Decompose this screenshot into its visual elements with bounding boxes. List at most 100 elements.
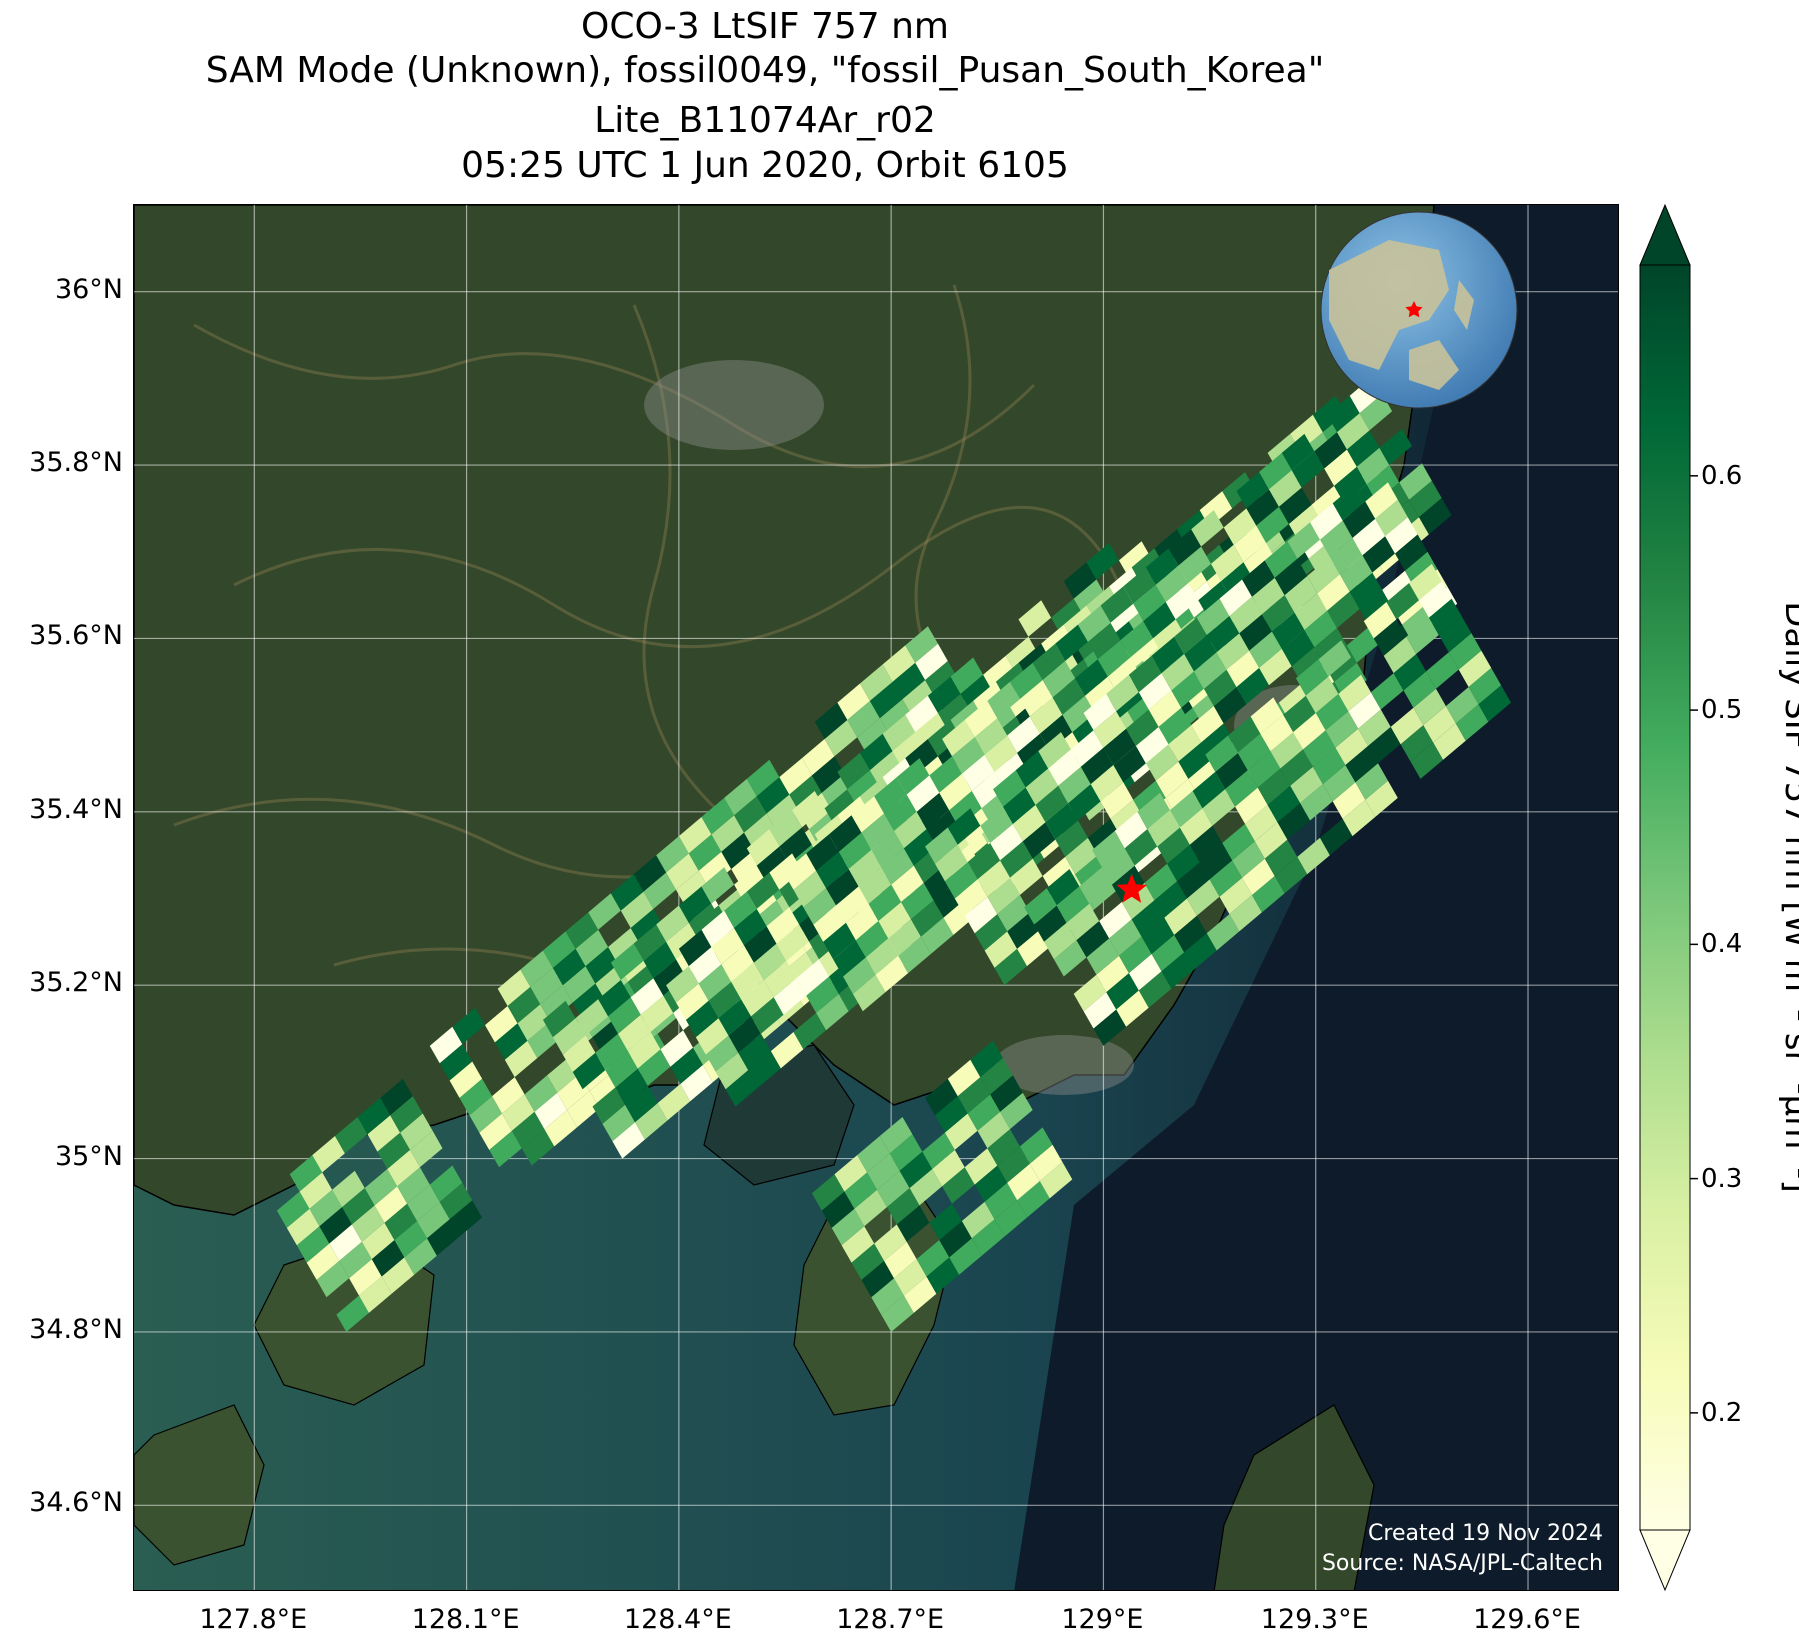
sif-cell [1055, 820, 1088, 857]
sif-cell [718, 999, 751, 1036]
sif-cell [380, 1078, 413, 1116]
sif-cell [884, 1241, 917, 1279]
sif-cell [630, 978, 664, 1015]
sif-cell [1017, 929, 1050, 967]
sif-cell [286, 1208, 320, 1246]
sif-cell [1048, 749, 1081, 786]
sif-cell [1128, 954, 1162, 991]
sif-cell [1386, 583, 1419, 620]
sif-cell [763, 960, 797, 998]
sif-cell [1254, 822, 1288, 859]
sif-cell [1358, 709, 1391, 746]
sif-cell [847, 770, 880, 807]
sif-cell [1110, 799, 1144, 837]
sif-cell [404, 1238, 437, 1275]
sif-cell [449, 1061, 483, 1098]
sif-cell [316, 1260, 350, 1298]
sif-cell [1042, 856, 1076, 894]
sif-cell [793, 1012, 827, 1050]
sif-cell [701, 867, 735, 904]
colorbar-tick-label: 0.6 [1701, 460, 1743, 491]
sif-cell [543, 1000, 576, 1038]
map-panel[interactable] [133, 204, 1619, 1591]
sif-cell [657, 1084, 691, 1121]
sif-cell [721, 945, 754, 982]
sif-cell [452, 1007, 485, 1045]
sif-cell [676, 983, 709, 1020]
sif-cell [306, 1243, 340, 1280]
sif-cell [429, 1026, 463, 1064]
sif-cell [970, 1040, 1003, 1078]
sif-cell [1233, 525, 1267, 563]
sif-cell [1355, 763, 1388, 800]
sif-cell [1288, 504, 1322, 542]
sif-cell [857, 1136, 890, 1173]
sif-cell [1337, 413, 1370, 450]
sif-cell [1270, 732, 1303, 769]
sif-cell [309, 1189, 342, 1227]
sif-cell [1274, 558, 1308, 596]
sif-cell [562, 1035, 596, 1072]
sif-cell [1359, 589, 1393, 627]
sif-cell [439, 1182, 473, 1220]
sif-cell [753, 943, 787, 980]
sif-cell [1202, 789, 1236, 826]
sif-cell [1097, 640, 1131, 677]
sif-cell [1005, 636, 1039, 674]
sif-cell [1186, 879, 1220, 916]
sif-cell [744, 926, 777, 963]
sif-cell [1019, 680, 1053, 717]
sif-cell [1039, 714, 1073, 752]
sif-cell [1053, 940, 1087, 977]
sif-cell [1062, 695, 1095, 733]
sif-cell [826, 869, 859, 906]
sif-cell [939, 773, 972, 811]
sif-cell [598, 980, 631, 1017]
sif-cell [656, 836, 689, 873]
lat-tick-label: 36°N [54, 273, 123, 305]
sif-cell [833, 940, 866, 977]
map-canvas[interactable] [134, 205, 1619, 1591]
sif-cell [977, 860, 1010, 897]
sif-cell [678, 817, 712, 854]
sif-cell [1314, 432, 1347, 469]
sif-cell [734, 865, 767, 902]
sif-cell [1022, 822, 1056, 859]
sif-cell [678, 929, 712, 967]
sif-cell [911, 900, 944, 937]
sif-cell [1335, 728, 1369, 765]
sif-cell [1413, 688, 1446, 726]
sif-cell [929, 756, 962, 793]
sif-cell [1229, 596, 1262, 634]
sif-cell [678, 886, 712, 923]
sif-cell [903, 1276, 937, 1313]
sif-cell [1120, 621, 1153, 658]
sif-cell [1365, 482, 1398, 519]
sif-cell [942, 719, 975, 757]
sif-cell [1099, 902, 1132, 939]
sif-cell [1295, 659, 1329, 696]
sif-cell [1189, 825, 1223, 863]
sif-cell [806, 834, 839, 871]
sif-cell [1083, 693, 1117, 731]
sif-cell [1106, 973, 1139, 1010]
sif-cell [748, 1051, 781, 1088]
sif-cell [1017, 733, 1050, 771]
sif-cell [1092, 830, 1125, 868]
sif-cell [701, 797, 735, 835]
sif-cell [1024, 888, 1057, 925]
credit-source: Source: NASA/JPL-Caltech [1321, 1551, 1603, 1576]
lon-tick-label: 129°E [1061, 1604, 1144, 1635]
sif-cell [1366, 465, 1400, 502]
sif-cell [1314, 628, 1347, 665]
sif-cell [836, 886, 869, 923]
sif-cell [1260, 714, 1294, 752]
sif-cell [947, 808, 981, 845]
sif-cell [1131, 900, 1165, 937]
sif-cell [588, 893, 621, 930]
sif-cell [1138, 971, 1172, 1008]
sif-cell [855, 921, 889, 958]
sif-cell [896, 758, 930, 795]
sif-cell [1342, 799, 1376, 837]
lon-tick-label: 128.1°E [411, 1604, 520, 1635]
